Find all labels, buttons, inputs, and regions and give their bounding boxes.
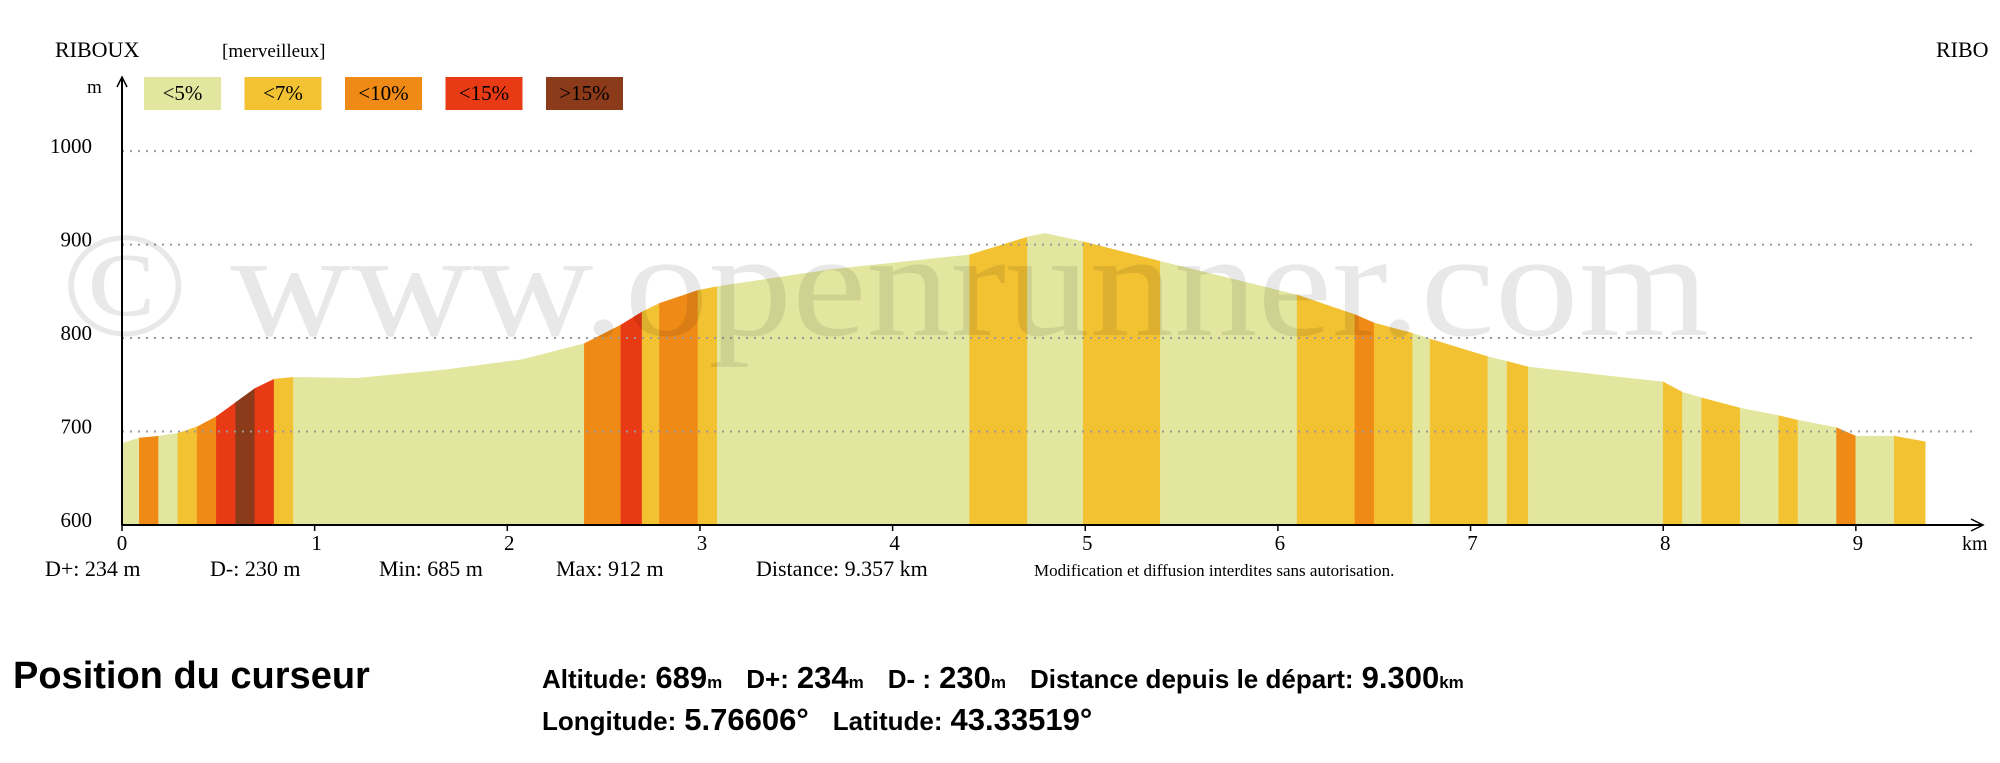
legend-label: <10% [358, 81, 408, 105]
field-value: 5.76606° [684, 702, 808, 737]
field-unit: m [707, 673, 722, 692]
y-axis-arrow [116, 75, 128, 88]
field-value: 689 [655, 660, 707, 695]
x-tick-label: 7 [1467, 531, 1478, 555]
stat: Min: 685 m [379, 556, 483, 581]
x-tick-label: 9 [1853, 531, 1864, 555]
x-tick-label: 1 [311, 531, 322, 555]
field-unit: m [849, 673, 864, 692]
slope-segment [1487, 356, 1508, 526]
legend-label: >15% [559, 81, 609, 105]
x-axis-arrow [1970, 518, 1985, 532]
y-unit: m [87, 77, 102, 98]
stat: D-: 230 m [210, 556, 300, 581]
field-label: Longitude: [542, 706, 676, 736]
field-value: 9.300 [1362, 660, 1440, 695]
slope-segment [356, 369, 446, 526]
slope-segment [121, 437, 140, 526]
field-value: 230 [939, 660, 991, 695]
field-value: 234 [797, 660, 849, 695]
slope-segment [1682, 391, 1703, 526]
field-label: Distance depuis le départ: [1030, 664, 1354, 694]
legend-swatch [244, 77, 322, 110]
field-label: Latitude: [833, 706, 943, 736]
slope-segment [1894, 435, 1926, 526]
legend-swatch [345, 77, 422, 110]
field-value: 43.33519° [951, 702, 1093, 737]
slope-segment [1701, 397, 1741, 526]
slope-segment [445, 359, 524, 526]
stat: Distance: 9.357 km [756, 556, 928, 581]
cursor-line: Longitude: 5.76606° Latitude: 43.33519° [542, 702, 1092, 737]
slope-segment [158, 433, 179, 526]
slope-segment [1662, 381, 1683, 526]
slope-segment [1506, 361, 1529, 526]
field-label: D- : [888, 664, 931, 694]
legend-label: <5% [163, 81, 203, 105]
slope-segment [196, 416, 217, 526]
slope-segment [1836, 427, 1857, 526]
slope-segment [293, 377, 358, 526]
legend-swatch [144, 77, 221, 110]
slope-segment [177, 426, 198, 526]
y-tick-label: 600 [61, 508, 93, 532]
x-tick-label: 3 [697, 531, 708, 555]
cursor-line: Altitude: 689m D+: 234m D- :230m Distance dep… [542, 660, 1464, 695]
start-name: RIBOUX [55, 37, 139, 62]
end-name: RIBO [1936, 37, 1989, 62]
slope-segment [273, 376, 294, 526]
field-label: D+: [746, 664, 789, 694]
x-tick-label: 6 [1275, 531, 1286, 555]
y-tick-label: 800 [61, 321, 93, 345]
slope-segment [522, 343, 585, 526]
field-unit: m [991, 673, 1006, 692]
y-tick-label: 900 [61, 228, 93, 252]
y-tick-label: 700 [61, 415, 93, 439]
x-unit: km [1962, 533, 1988, 555]
legend-swatch [445, 77, 523, 110]
slope-segment [216, 401, 236, 526]
stat: Max: 912 m [556, 556, 664, 581]
slope-segment [1739, 407, 1780, 526]
notice: Modification et diffusion interdites san… [1034, 561, 1394, 580]
watermark: © www.openrunner.com [61, 202, 1709, 368]
legend-label: <15% [459, 81, 509, 105]
x-tick-label: 5 [1082, 531, 1093, 555]
route-quality: [merveilleux] [222, 41, 325, 62]
cursor-title: Position du curseur [13, 655, 370, 697]
x-tick-label: 8 [1660, 531, 1671, 555]
stat: D+: 234 m [45, 556, 141, 581]
slope-segment [254, 378, 275, 526]
y-tick-label: 1000 [50, 134, 92, 158]
field-unit: km [1439, 673, 1464, 692]
slope-segment [1528, 366, 1664, 526]
x-tick-label: 4 [889, 531, 900, 555]
slope-segment [139, 435, 159, 526]
slope-segment [1797, 419, 1837, 526]
legend-swatch [546, 77, 623, 110]
field-label: Altitude: [542, 664, 647, 694]
slope-segment [235, 387, 256, 526]
legend-label: <7% [263, 81, 303, 105]
x-tick-label: 0 [117, 531, 128, 555]
slope-segment [1855, 435, 1895, 526]
x-tick-label: 2 [504, 531, 515, 555]
